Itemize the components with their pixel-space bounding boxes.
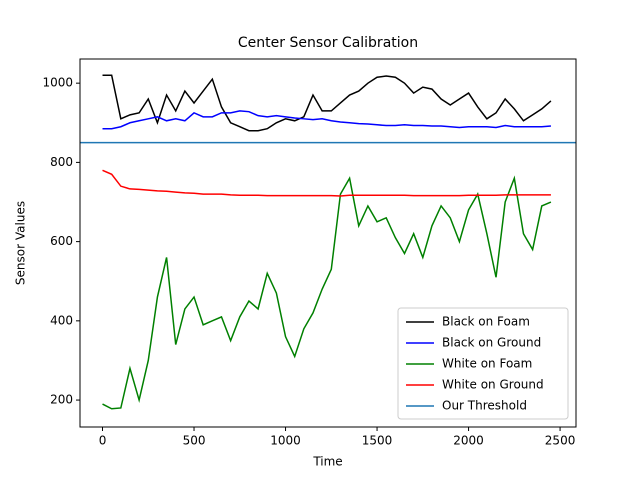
x-tick-label: 2500 — [545, 434, 576, 448]
x-tick-label: 1500 — [362, 434, 393, 448]
legend-label: White on Ground — [442, 378, 544, 392]
legend-label: Black on Ground — [442, 336, 541, 350]
x-tick-label: 2000 — [453, 434, 484, 448]
legend-label: Our Threshold — [442, 399, 527, 413]
y-axis-label: Sensor Values — [14, 201, 28, 285]
series-line — [102, 74, 552, 132]
y-tick-label: 600 — [50, 234, 73, 248]
y-tick-label: 200 — [50, 393, 73, 407]
y-tick-label: 400 — [50, 313, 73, 327]
x-tick-label: 0 — [99, 434, 107, 448]
legend-label: White on Foam — [442, 357, 532, 371]
x-axis-label: Time — [312, 455, 342, 469]
chart-title: Center Sensor Calibration — [238, 35, 418, 51]
y-tick-label: 1000 — [42, 76, 73, 90]
series-line — [102, 175, 552, 410]
y-tick-label: 800 — [50, 155, 73, 169]
plot-frame — [79, 58, 577, 428]
series-line — [102, 169, 551, 197]
x-tick-label: 500 — [183, 434, 206, 448]
x-tick-label: 1000 — [270, 434, 301, 448]
legend-label: Black on Foam — [442, 315, 530, 329]
series-line — [102, 110, 551, 130]
legend-box — [397, 307, 569, 420]
